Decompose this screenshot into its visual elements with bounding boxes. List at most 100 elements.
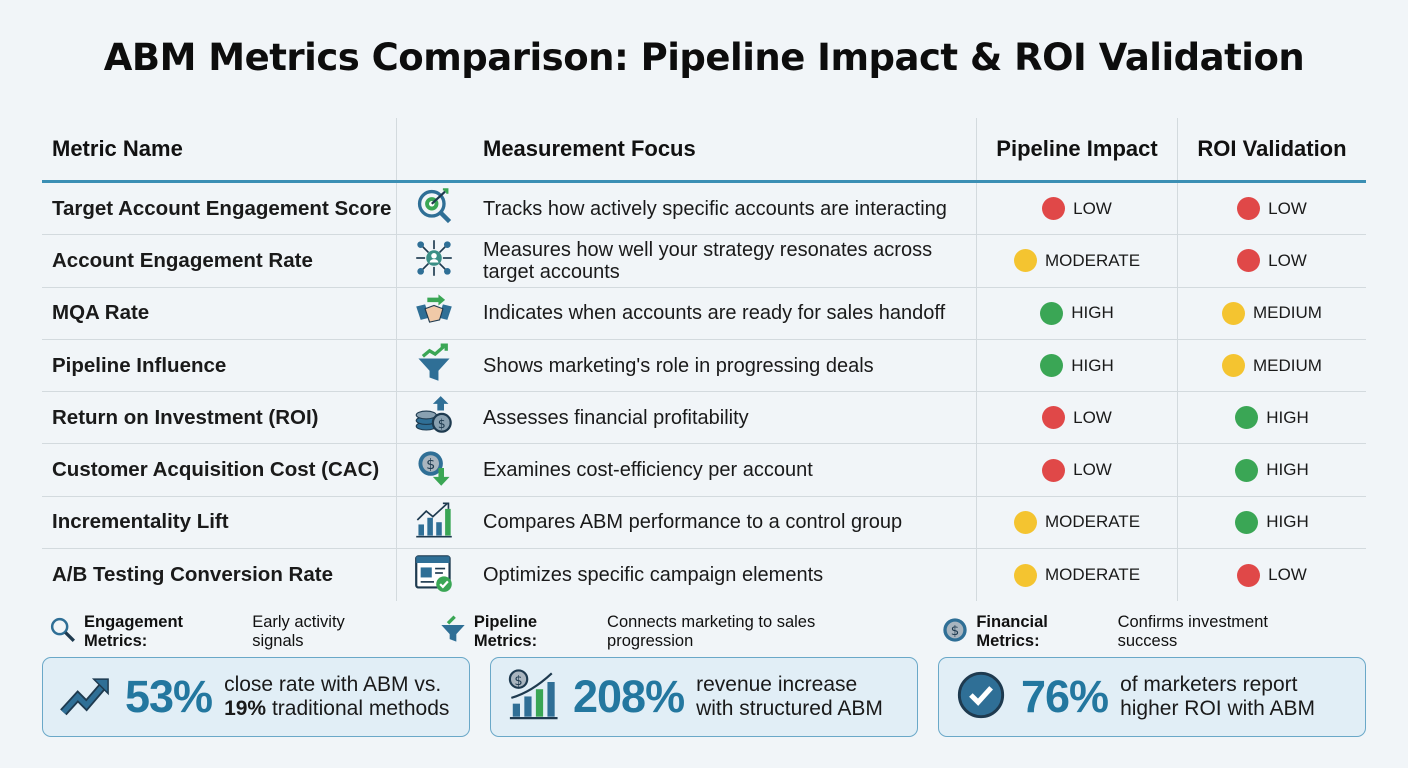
stat-value: 76% bbox=[1021, 671, 1109, 722]
legend-label: Engagement Metrics: bbox=[84, 613, 184, 650]
stat-line1: close rate with ABM vs. bbox=[224, 673, 442, 696]
stat-card: 76% of marketers report higher ROI with AB… bbox=[938, 657, 1366, 737]
target-search-icon bbox=[414, 186, 454, 231]
level-label: LOW bbox=[1073, 198, 1112, 218]
metric-name: MQA Rate bbox=[42, 287, 397, 339]
legend-item: Pipeline Metrics: Connects marketing to … bbox=[438, 613, 901, 651]
status-dot bbox=[1235, 406, 1259, 430]
status-dot bbox=[1040, 354, 1064, 378]
status-dot bbox=[1013, 249, 1037, 273]
table-row: Customer Acquisition Cost (CAC) $ Examin… bbox=[42, 444, 1366, 497]
level-label: MODERATE bbox=[1044, 512, 1141, 532]
level-label: HIGH bbox=[1266, 512, 1309, 532]
level-label: LOW bbox=[1073, 460, 1112, 480]
level-label: LOW bbox=[1268, 565, 1307, 585]
stat-line1: revenue increase bbox=[696, 673, 858, 696]
stat-card: 53% close rate with ABM vs. 19% traditiona… bbox=[42, 657, 470, 737]
level-label: MEDIUM bbox=[1253, 355, 1322, 375]
metric-name: Pipeline Influence bbox=[42, 339, 397, 392]
level-label: HIGH bbox=[1266, 460, 1309, 480]
level-label: HIGH bbox=[1071, 303, 1114, 323]
status-dot bbox=[1042, 458, 1066, 482]
funnel-growth-icon bbox=[414, 343, 454, 388]
table-row: Return on Investment (ROI) $ Assesses fi… bbox=[42, 392, 1366, 445]
stat-line1: of marketers report bbox=[1120, 673, 1298, 696]
level-label: MODERATE bbox=[1044, 250, 1141, 270]
level-label: LOW bbox=[1268, 198, 1307, 218]
status-dot bbox=[1237, 563, 1261, 587]
table-row: A/B Testing Conversion Rate Optimizes sp… bbox=[42, 549, 1366, 602]
metric-name: Target Account Engagement Score bbox=[42, 183, 397, 235]
measurement-focus: Compares ABM performance to a control gr… bbox=[470, 496, 977, 549]
pipeline-level: LOW bbox=[1042, 458, 1112, 482]
level-label: HIGH bbox=[1071, 355, 1114, 375]
legend-item: $ Financial Metrics: Confirms investment … bbox=[940, 613, 1328, 651]
level-label: MEDIUM bbox=[1253, 303, 1322, 323]
coins-arrow-up-icon: $ bbox=[414, 395, 454, 440]
stat-value: 208% bbox=[573, 671, 685, 722]
svg-text:$: $ bbox=[426, 457, 435, 473]
stat-line2: traditional methods bbox=[266, 697, 450, 720]
search-icon bbox=[48, 615, 84, 650]
pipeline-level: MODERATE bbox=[1013, 510, 1141, 534]
table-row: MQA Rate Indicates when accounts are rea… bbox=[42, 287, 1366, 340]
metric-name: Customer Acquisition Cost (CAC) bbox=[42, 444, 397, 496]
handshake-icon bbox=[414, 291, 454, 336]
revenue-chart-icon: $ bbox=[507, 668, 559, 726]
roi-level: HIGH bbox=[1235, 458, 1309, 482]
stat-line2-bold: 19% bbox=[224, 697, 267, 720]
svg-text:$: $ bbox=[951, 624, 959, 639]
roi-level: LOW bbox=[1237, 197, 1307, 221]
webpage-check-icon bbox=[414, 553, 454, 598]
table-row: Account Engagement Rate Measures how wel… bbox=[42, 235, 1366, 288]
pipeline-level: HIGH bbox=[1040, 354, 1114, 378]
legend-label: Pipeline Metrics: bbox=[473, 613, 538, 650]
status-dot bbox=[1222, 301, 1246, 325]
status-dot bbox=[1235, 458, 1259, 482]
legend-label: Financial Metrics: bbox=[976, 613, 1048, 650]
status-dot bbox=[1042, 197, 1066, 221]
metric-name: A/B Testing Conversion Rate bbox=[42, 549, 397, 602]
legend: Engagement Metrics: Early activity signa… bbox=[48, 613, 1368, 651]
metric-name: Incrementality Lift bbox=[42, 496, 397, 549]
level-label: HIGH bbox=[1266, 407, 1309, 427]
pipeline-level: HIGH bbox=[1040, 301, 1114, 325]
measurement-focus: Assesses financial profitability bbox=[470, 392, 977, 444]
table-row: Pipeline Influence Shows marketing's rol… bbox=[42, 339, 1366, 393]
stats-cards: 53% close rate with ABM vs. 19% traditiona… bbox=[42, 657, 1366, 737]
roi-level: HIGH bbox=[1235, 406, 1309, 430]
svg-text:$: $ bbox=[437, 417, 445, 431]
table-row: Target Account Engagement Score Tracks h… bbox=[42, 183, 1366, 236]
dollar-coin-icon: $ bbox=[940, 615, 976, 650]
pipeline-level: MODERATE bbox=[1013, 563, 1141, 587]
header-focus: Measurement Focus bbox=[470, 118, 977, 180]
measurement-focus: Optimizes specific campaign elements bbox=[470, 549, 977, 602]
measurement-focus: Shows marketing's role in progressing de… bbox=[470, 339, 977, 392]
metrics-table: Metric Name Measurement Focus Pipeline I… bbox=[42, 118, 1366, 602]
header-pipeline: Pipeline Impact bbox=[977, 118, 1178, 180]
status-dot bbox=[1235, 510, 1259, 534]
roi-level: HIGH bbox=[1235, 510, 1309, 534]
funnel-icon bbox=[438, 614, 474, 650]
status-dot bbox=[1013, 510, 1037, 534]
metric-name: Return on Investment (ROI) bbox=[42, 392, 397, 444]
header-metric: Metric Name bbox=[42, 118, 397, 180]
level-label: LOW bbox=[1268, 250, 1307, 270]
table-header: Metric Name Measurement Focus Pipeline I… bbox=[42, 118, 1366, 183]
status-dot bbox=[1237, 197, 1261, 221]
measurement-focus: Tracks how actively specific accounts ar… bbox=[470, 183, 977, 235]
roi-level: MEDIUM bbox=[1222, 354, 1322, 378]
level-label: LOW bbox=[1073, 407, 1112, 427]
table-row: Incrementality Lift Compares ABM perform… bbox=[42, 496, 1366, 550]
status-dot bbox=[1237, 249, 1261, 273]
status-dot bbox=[1222, 354, 1246, 378]
legend-item: Engagement Metrics: Early activity signa… bbox=[48, 613, 398, 651]
network-user-icon bbox=[414, 238, 454, 283]
roi-level: LOW bbox=[1237, 563, 1307, 587]
roi-level: LOW bbox=[1237, 249, 1307, 273]
header-roi: ROI Validation bbox=[1197, 136, 1347, 161]
trend-up-icon bbox=[59, 669, 111, 726]
pipeline-level: MODERATE bbox=[1013, 249, 1141, 273]
status-dot bbox=[1040, 301, 1064, 325]
level-label: MODERATE bbox=[1044, 565, 1141, 585]
